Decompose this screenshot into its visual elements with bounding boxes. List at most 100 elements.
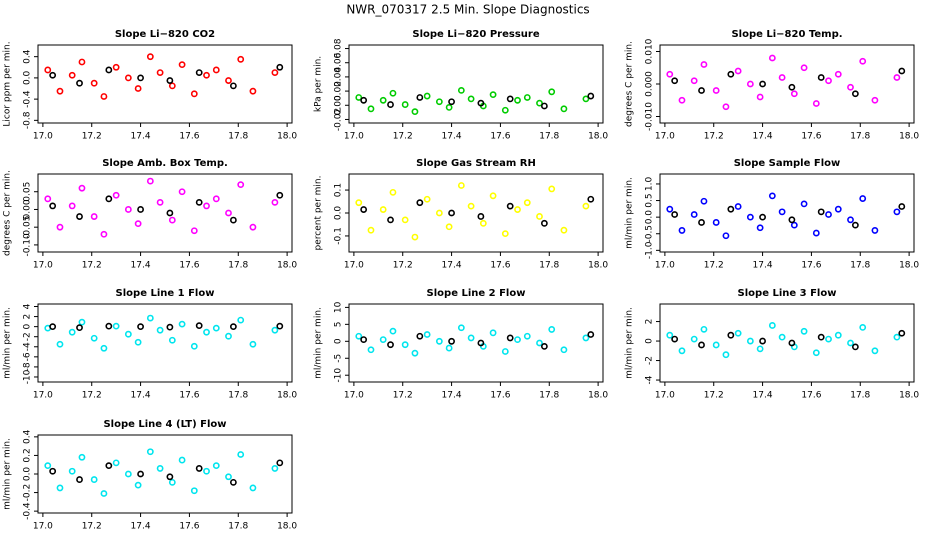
data-point: [540, 102, 548, 110]
data-point: [112, 459, 120, 467]
data-point: [195, 198, 203, 206]
data-point: [800, 64, 808, 72]
data-point: [800, 200, 808, 208]
y-tick-label: 0: [645, 338, 655, 344]
y-tick-label: -4: [23, 342, 33, 351]
data-point: [229, 323, 237, 331]
data-point: [506, 202, 514, 210]
x-tick-label: 17.4: [753, 261, 773, 271]
y-axis-label: ml/min per min.: [3, 307, 13, 379]
data-point: [506, 334, 514, 342]
data-point: [411, 349, 419, 357]
data-point: [859, 323, 867, 331]
data-point: [178, 188, 186, 196]
x-tick-label: 18.0: [588, 261, 608, 271]
data-point: [722, 103, 730, 111]
data-point: [49, 323, 57, 331]
data-point: [778, 208, 786, 216]
data-point: [467, 95, 475, 103]
plot-frame: [659, 173, 915, 253]
data-point: [423, 92, 431, 100]
data-point: [203, 202, 210, 210]
data-point: [698, 219, 705, 226]
data-point: [78, 184, 86, 192]
data-point: [523, 94, 531, 101]
data-point: [166, 473, 174, 481]
data-point: [457, 182, 465, 189]
data-point: [137, 206, 144, 213]
data-point: [690, 211, 698, 218]
data-point: [56, 87, 64, 95]
data-point: [489, 91, 497, 99]
data-point: [271, 69, 279, 76]
data-point: [759, 337, 766, 345]
data-point: [237, 451, 245, 458]
data-point: [548, 88, 556, 96]
y-tick-label: -0.02: [334, 108, 344, 131]
y-tick-label: 0.4: [23, 49, 33, 64]
data-point: [448, 337, 455, 345]
data-point: [389, 327, 397, 335]
data-point: [225, 332, 232, 340]
data-point: [178, 456, 186, 464]
data-point: [168, 216, 176, 224]
data-point: [734, 67, 742, 75]
data-point: [700, 61, 708, 68]
x-tick-label: 17.8: [850, 391, 870, 401]
x-tick-label: 18.0: [277, 391, 297, 401]
data-point: [76, 79, 83, 87]
x-tick-label: 18.0: [277, 522, 297, 532]
panel-title: Slope Li−820 Temp.: [731, 29, 842, 40]
x-tick-label: 17.6: [179, 522, 199, 532]
y-tick-label: 0.4: [23, 429, 33, 444]
x-tick-label: 17.0: [33, 132, 53, 142]
x-tick-label: 18.0: [899, 261, 919, 271]
x-tick-label: 18.0: [277, 132, 297, 142]
data-point: [700, 325, 708, 333]
x-tick-label: 17.4: [131, 132, 151, 142]
data-point: [501, 230, 509, 238]
data-point: [560, 226, 568, 234]
panel-title: Slope Line 3 Flow: [738, 288, 837, 299]
data-point: [237, 181, 245, 189]
data-point: [859, 57, 867, 65]
data-point: [401, 341, 409, 349]
data-point: [560, 346, 568, 354]
data-point: [514, 96, 521, 104]
data-point: [817, 208, 825, 216]
data-point: [68, 467, 76, 475]
y-axis-label: ml/min per min.: [3, 438, 13, 510]
data-point: [355, 94, 363, 101]
y-axis-label: ml/min per min.: [625, 307, 635, 379]
data-point: [727, 205, 735, 213]
y-tick-label: 0.0: [334, 206, 344, 221]
data-point: [212, 195, 220, 203]
data-point: [44, 66, 52, 74]
data-point: [851, 221, 859, 229]
y-tick-label: 0.06: [334, 52, 344, 72]
data-point: [411, 108, 419, 116]
data-point: [190, 342, 198, 350]
y-tick-label: -0.5: [645, 225, 655, 243]
data-point: [560, 105, 568, 113]
data-point: [90, 213, 98, 220]
x-tick-label: 17.6: [490, 391, 510, 401]
data-point: [90, 79, 98, 87]
data-point: [355, 332, 363, 340]
data-point: [249, 340, 257, 348]
data-point: [124, 206, 132, 213]
data-point: [49, 202, 57, 210]
x-tick-label: 17.4: [442, 261, 462, 271]
x-tick-label: 18.0: [899, 132, 919, 142]
data-point: [759, 80, 766, 88]
y-tick-label: 0.010: [645, 38, 655, 64]
y-tick-label: 0.04: [334, 67, 344, 87]
data-point: [237, 55, 245, 63]
data-point: [229, 82, 237, 90]
panel-title: Slope Line 1 Flow: [116, 288, 215, 299]
panel-title: Slope Line 4 (LT) Flow: [103, 419, 226, 430]
data-point: [448, 209, 455, 217]
data-point: [871, 227, 879, 234]
data-point: [756, 345, 764, 353]
data-point: [124, 470, 132, 478]
